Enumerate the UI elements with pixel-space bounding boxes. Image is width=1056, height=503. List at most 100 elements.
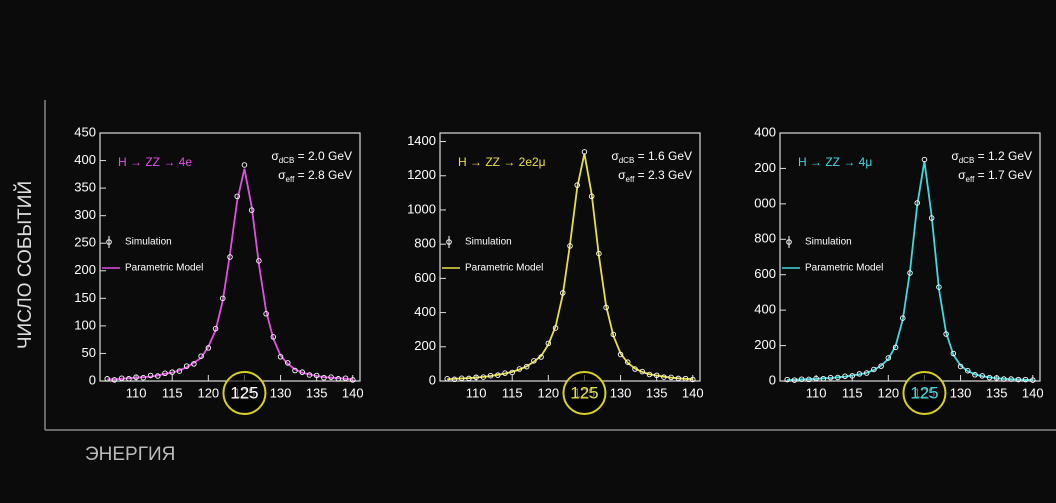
simulation-point bbox=[444, 376, 450, 382]
simulation-point bbox=[538, 354, 544, 360]
sigma-annotation: σdCB = 2.0 GeV bbox=[271, 149, 352, 165]
sigma-sub: dCB bbox=[279, 156, 295, 165]
simulation-point bbox=[155, 373, 161, 379]
simulation-point bbox=[603, 304, 609, 311]
y-tick-label: 450 bbox=[74, 124, 96, 139]
simulation-point bbox=[169, 369, 175, 375]
simulation-point bbox=[625, 359, 631, 365]
simulation-point bbox=[863, 370, 870, 376]
sigma-value: = 1.7 GeV bbox=[974, 168, 1032, 182]
y-tick-label: 400 bbox=[754, 302, 776, 317]
x-tick-label: 115 bbox=[502, 385, 523, 400]
simulation-point bbox=[480, 374, 487, 380]
plot-title: H → ZZ → 4μ bbox=[798, 155, 872, 169]
y-tick-label: 200 bbox=[414, 338, 436, 353]
y-tick-label: 1200 bbox=[407, 167, 436, 182]
simulation-point bbox=[531, 358, 537, 364]
x-tick-label: 135 bbox=[306, 385, 328, 400]
sigma-annotation: σeff = 2.3 GeV bbox=[618, 168, 692, 184]
highlight-circle bbox=[902, 371, 947, 415]
simulation-point bbox=[936, 284, 942, 290]
simulation-point bbox=[610, 331, 617, 338]
y-tick-label: 150 bbox=[74, 290, 96, 305]
outer-y-label: ЧИСЛО СОБЫТИЙ bbox=[14, 181, 36, 349]
legend-label: Parametric Model bbox=[465, 263, 543, 274]
simulation-point bbox=[263, 311, 269, 317]
simulation-point bbox=[133, 374, 139, 380]
highlight-label: 125 bbox=[910, 383, 938, 402]
simulation-point bbox=[104, 376, 110, 382]
simulation-point bbox=[617, 351, 624, 358]
simulation-point bbox=[791, 377, 798, 383]
simulation-point bbox=[820, 375, 827, 382]
simulation-point bbox=[827, 374, 834, 381]
x-tick-label: 115 bbox=[162, 385, 183, 400]
simulation-point bbox=[198, 353, 204, 359]
simulation-point bbox=[256, 258, 262, 264]
simulation-point bbox=[979, 373, 985, 379]
y-tick-label: 200 bbox=[754, 337, 776, 352]
x-tick-label: 120 bbox=[877, 385, 899, 400]
legend-marker bbox=[786, 239, 792, 245]
sigma-annotation: σdCB = 1.6 GeV bbox=[611, 149, 692, 165]
simulation-point bbox=[668, 374, 674, 381]
sigma-annotation: σeff = 2.8 GeV bbox=[278, 168, 352, 184]
simulation-point bbox=[270, 334, 277, 340]
legend-label: Parametric Model bbox=[805, 263, 883, 274]
simulation-point bbox=[140, 374, 147, 381]
simulation-point bbox=[835, 374, 841, 381]
simulation-point bbox=[248, 207, 255, 213]
simulation-point bbox=[299, 369, 305, 375]
simulation-point bbox=[581, 149, 588, 155]
simulation-point bbox=[545, 340, 552, 347]
highlight-circle bbox=[562, 371, 607, 415]
simulation-point bbox=[798, 376, 805, 382]
simulation-point bbox=[632, 366, 638, 372]
simulation-point bbox=[856, 371, 863, 377]
simulation-point bbox=[285, 360, 291, 366]
simulation-point bbox=[458, 375, 465, 382]
simulation-point bbox=[813, 375, 819, 382]
simulation-point bbox=[986, 374, 993, 381]
sigma-symbol: σ bbox=[951, 149, 959, 163]
simulation-point bbox=[1015, 376, 1022, 383]
simulation-point bbox=[784, 376, 790, 383]
y-tick-label: 0 bbox=[89, 372, 96, 387]
sigma-annotation: σdCB = 1.2 GeV bbox=[951, 149, 1032, 165]
y-tick-label: 1400 bbox=[407, 133, 436, 148]
simulation-point bbox=[914, 200, 920, 206]
simulation-point bbox=[451, 376, 458, 383]
simulation-point bbox=[878, 363, 884, 369]
highlight-label: 125 bbox=[570, 383, 598, 402]
y-tick-label: 100 bbox=[74, 317, 96, 332]
simulation-point bbox=[126, 376, 132, 382]
y-tick-label: 400 bbox=[754, 124, 776, 139]
y-tick-label: 200 bbox=[754, 160, 776, 175]
sigma-symbol: σ bbox=[958, 168, 966, 182]
simulation-point bbox=[661, 374, 667, 380]
simulation-point bbox=[682, 375, 689, 382]
y-tick-label: 600 bbox=[414, 270, 436, 285]
simulation-point bbox=[574, 182, 580, 188]
simulation-point bbox=[900, 315, 906, 321]
x-tick-label: 130 bbox=[270, 385, 292, 400]
simulation-point bbox=[495, 372, 501, 378]
y-tick-label: 50 bbox=[82, 345, 96, 360]
sigma-sub: eff bbox=[626, 175, 636, 184]
sigma-symbol: σ bbox=[278, 168, 286, 182]
y-tick-label: 800 bbox=[414, 236, 436, 251]
simulation-point bbox=[871, 366, 877, 373]
sigma-sub: dCB bbox=[619, 156, 635, 165]
simulation-point bbox=[111, 377, 118, 383]
y-tick-label: 250 bbox=[74, 235, 96, 250]
simulation-point bbox=[907, 270, 913, 276]
simulation-point bbox=[350, 377, 356, 383]
legend-marker bbox=[446, 239, 452, 245]
simulation-point bbox=[1001, 376, 1007, 382]
simulation-point bbox=[1030, 377, 1036, 383]
simulation-point bbox=[653, 372, 660, 379]
x-tick-label: 130 bbox=[610, 385, 632, 400]
simulation-point bbox=[552, 325, 559, 331]
legend-label: Simulation bbox=[805, 237, 852, 248]
